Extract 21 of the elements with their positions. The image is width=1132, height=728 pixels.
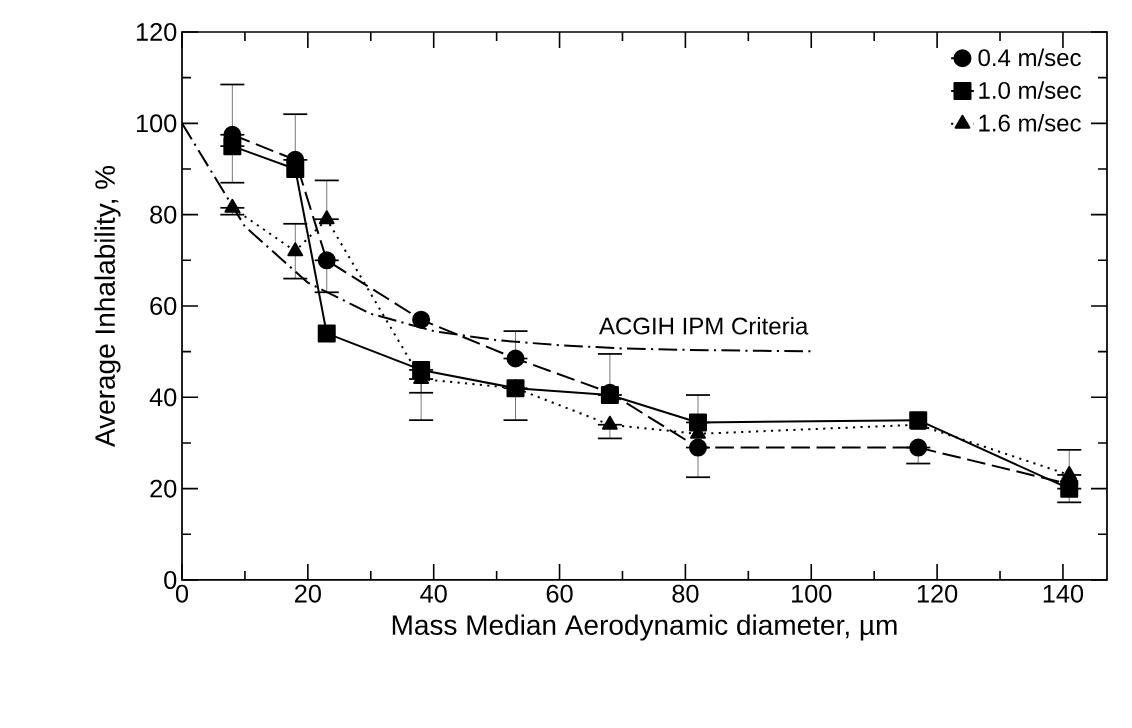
x-tick-label: 20 bbox=[295, 584, 321, 603]
series-label: ACGIH IPM Criteria bbox=[599, 316, 809, 335]
y-tick-label: 100 bbox=[136, 114, 177, 133]
x-tick-label: 60 bbox=[546, 584, 573, 603]
x-tick-label: 120 bbox=[917, 584, 958, 603]
legend-label: 1.0 m/sec bbox=[979, 81, 1081, 99]
x-tick-label: 40 bbox=[420, 584, 447, 603]
y-tick-label: 0 bbox=[164, 571, 177, 589]
x-tick-label: 80 bbox=[672, 584, 699, 603]
x-tick-label: 0 bbox=[175, 584, 189, 603]
y-axis-title: Average Inhalability, % bbox=[94, 165, 121, 448]
x-axis-title: Mass Median Aerodynamic diameter, µm bbox=[392, 614, 897, 641]
legend-label: 1.6 m/sec bbox=[979, 114, 1081, 132]
y-tick-label: 60 bbox=[150, 297, 177, 315]
y-tick-label: 20 bbox=[150, 479, 177, 498]
legend-label: 0.4 m/sec bbox=[978, 48, 1081, 67]
x-tick-label: 140 bbox=[1043, 584, 1084, 603]
y-tick-label: 80 bbox=[150, 205, 177, 224]
x-tick-label: 100 bbox=[792, 584, 832, 603]
y-tick-label: 120 bbox=[136, 23, 177, 41]
y-tick-label: 40 bbox=[149, 388, 177, 407]
